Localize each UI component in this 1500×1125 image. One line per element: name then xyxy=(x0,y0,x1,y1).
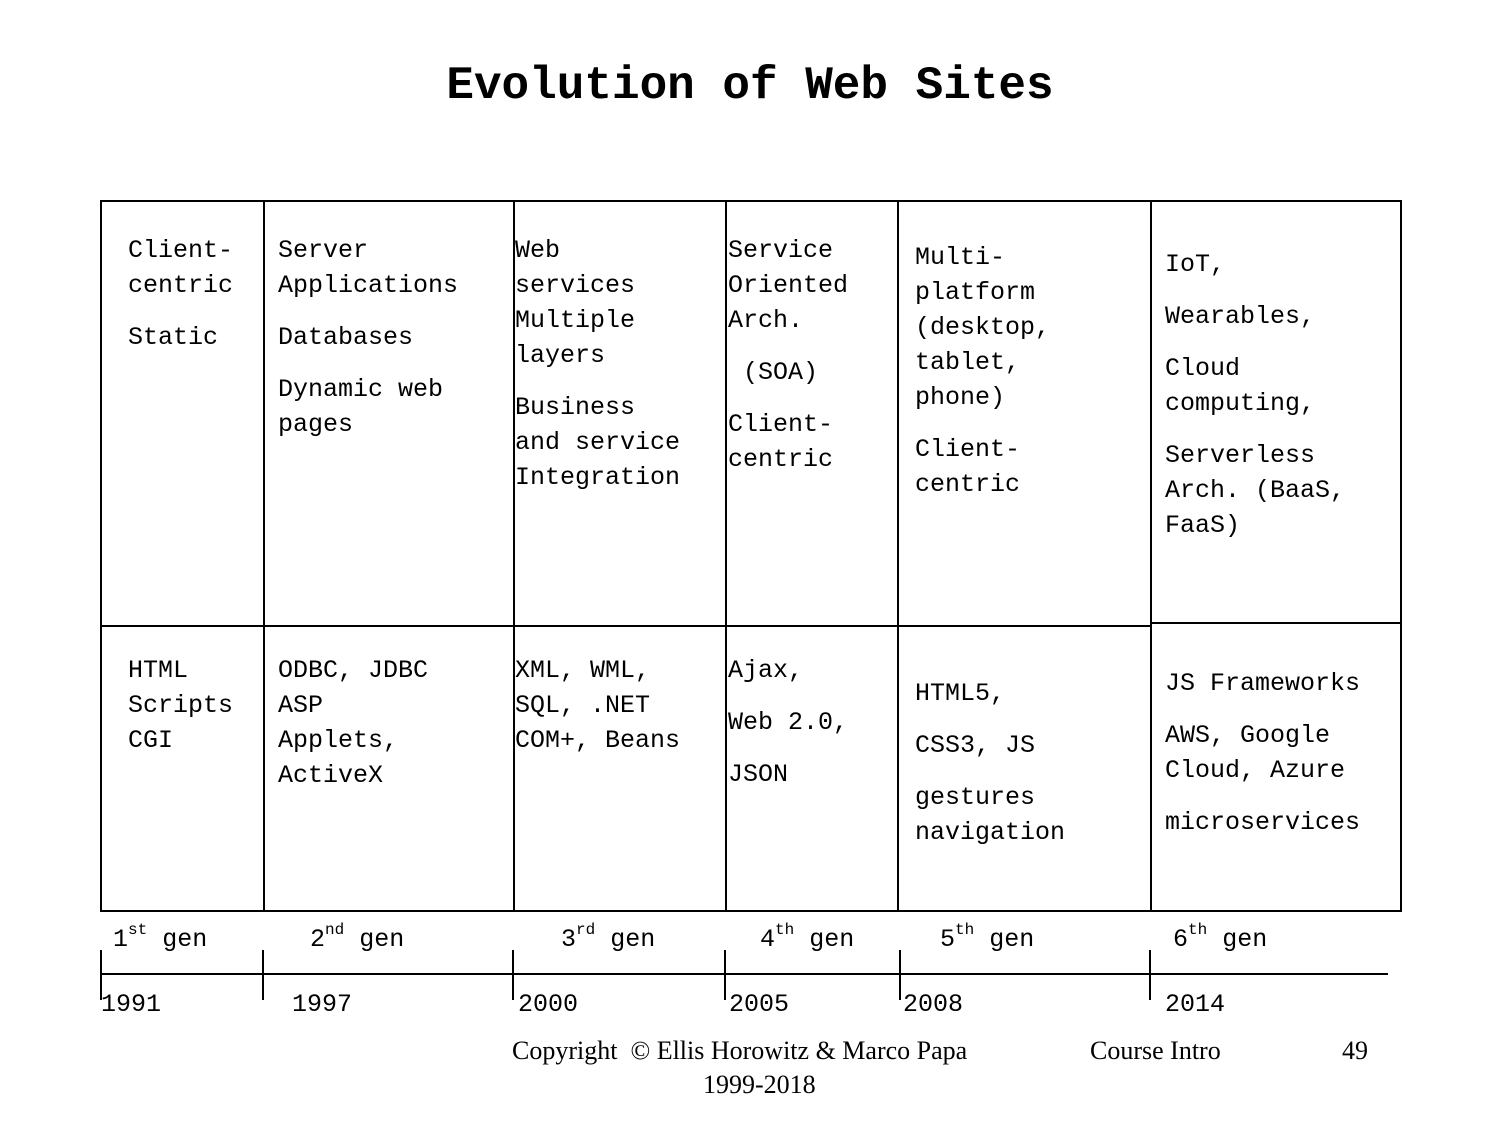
cell-text: XML, WML, SQL, .NET COM+, Beans xyxy=(515,656,681,755)
cell-text: Wearables, xyxy=(1165,302,1316,331)
cell-text: Web 2.0, xyxy=(728,708,849,737)
cell-bottom-gen-2: ODBC, JDBC ASP Applets, ActiveX xyxy=(278,653,428,810)
generation-word: gen xyxy=(359,925,405,954)
timeline-year: 1997 xyxy=(292,990,353,1019)
cell-top-gen-3: Web services Multiple layers Business and… xyxy=(515,233,680,512)
cell-text: IoT, xyxy=(1165,250,1226,279)
evolution-table xyxy=(100,200,1402,912)
generation-label: 1st gen xyxy=(113,921,208,954)
cell-top-gen-2: Server Applications Databases Dynamic web … xyxy=(278,233,458,459)
cell-text: Static xyxy=(128,323,219,352)
cell-bottom-gen-3: XML, WML, SQL, .NET COM+, Beans xyxy=(515,653,680,775)
generation-word: gen xyxy=(162,925,208,954)
generation-label: 6th gen xyxy=(1173,921,1268,954)
timeline-year: 2000 xyxy=(518,990,579,1019)
timeline-year: 2008 xyxy=(903,990,964,1019)
cell-text: microservices xyxy=(1165,808,1361,837)
slide-title: Evolution of Web Sites xyxy=(446,60,1054,112)
cell-text: CSS3, JS xyxy=(915,731,1036,760)
cell-bottom-gen-4: Ajax, Web 2.0, JSON xyxy=(728,653,848,809)
cell-bottom-gen-5: HTML5, CSS3, JS gestures navigation xyxy=(915,676,1065,867)
column-divider xyxy=(897,202,899,910)
timeline-tick xyxy=(1149,950,1151,1000)
generation-label: 2nd gen xyxy=(310,921,405,954)
cell-text: JS Frameworks xyxy=(1165,669,1361,698)
cell-top-gen-5: Multi- platform (desktop, tablet, phone)… xyxy=(915,240,1050,519)
generation-ordinal: th xyxy=(1188,921,1208,939)
timeline-tick xyxy=(262,950,264,1000)
cell-text: JSON xyxy=(728,760,789,789)
generation-word: gen xyxy=(989,925,1035,954)
generation-ordinal: st xyxy=(128,921,148,939)
generation-number: 3 xyxy=(561,925,577,954)
cell-text: Server Applications xyxy=(278,236,459,300)
generation-word: gen xyxy=(1222,925,1268,954)
cell-text: Ajax, xyxy=(728,656,804,685)
generation-ordinal: nd xyxy=(325,921,345,939)
timeline-tick xyxy=(899,950,901,1000)
timeline-tick xyxy=(100,950,102,1000)
generation-number: 5 xyxy=(940,925,956,954)
timeline-tick xyxy=(724,950,726,1000)
timeline-tick xyxy=(512,950,514,1000)
generation-number: 2 xyxy=(310,925,326,954)
cell-text: Client- centric xyxy=(128,236,234,300)
cell-text: Databases xyxy=(278,323,414,352)
cell-text: Serverless Arch. (BaaS, FaaS) xyxy=(1165,441,1346,540)
cell-text: Multi- platform (desktop, tablet, phone) xyxy=(915,243,1051,412)
cell-text: ODBC, JDBC ASP Applets, ActiveX xyxy=(278,656,429,790)
cell-text: Business and service Integration xyxy=(515,393,681,492)
cell-text: Service Oriented Arch. xyxy=(728,236,849,335)
timeline-year: 1991 xyxy=(101,990,162,1019)
cell-text: Web services Multiple layers xyxy=(515,236,636,370)
cell-top-gen-4: Service Oriented Arch. (SOA) Client- cent… xyxy=(728,233,848,494)
cell-text: AWS, Google Cloud, Azure xyxy=(1165,721,1346,785)
timeline-year: 2014 xyxy=(1165,990,1226,1019)
cell-top-gen-1: Client- centric Static xyxy=(128,233,233,372)
column-divider xyxy=(513,202,515,910)
cell-text: HTML Scripts CGI xyxy=(128,656,234,755)
cell-text: Dynamic web pages xyxy=(278,375,444,439)
timeline-axis xyxy=(100,973,1388,975)
generation-word: gen xyxy=(610,925,656,954)
column-divider xyxy=(725,202,727,910)
cell-text: Client- centric xyxy=(728,410,834,474)
generation-number: 1 xyxy=(113,925,129,954)
cell-text: Client- centric xyxy=(915,435,1021,499)
cell-text: (SOA) xyxy=(728,358,819,387)
generation-label: 4th gen xyxy=(760,921,855,954)
generation-ordinal: th xyxy=(955,921,975,939)
row-divider xyxy=(102,625,1150,627)
generation-number: 4 xyxy=(760,925,776,954)
timeline-year: 2005 xyxy=(729,990,790,1019)
cell-bottom-gen-1: HTML Scripts CGI xyxy=(128,653,233,775)
cell-text: HTML5, xyxy=(915,679,1006,708)
generation-label: 3rd gen xyxy=(561,921,656,954)
generation-ordinal: rd xyxy=(576,921,596,939)
footer-copyright: Copyright © Ellis Horowitz & Marco Papa xyxy=(512,1036,968,1065)
cell-text: Cloud computing, xyxy=(1165,354,1316,418)
generation-number: 6 xyxy=(1173,925,1189,954)
column-divider xyxy=(263,202,265,910)
row-divider xyxy=(1152,622,1402,624)
cell-top-gen-6: IoT, Wearables, Cloud computing, Serverless… xyxy=(1165,247,1345,560)
generation-word: gen xyxy=(809,925,855,954)
cell-text: gestures navigation xyxy=(915,783,1066,847)
page-number: 49 xyxy=(1342,1036,1368,1065)
generation-ordinal: th xyxy=(775,921,795,939)
generation-label: 5th gen xyxy=(940,921,1035,954)
footer-years: 1999-2018 xyxy=(703,1070,816,1099)
column-divider xyxy=(1150,202,1152,910)
footer-course: Course Intro xyxy=(1090,1036,1221,1065)
cell-bottom-gen-6: JS Frameworks AWS, Google Cloud, Azure mic… xyxy=(1165,666,1360,857)
